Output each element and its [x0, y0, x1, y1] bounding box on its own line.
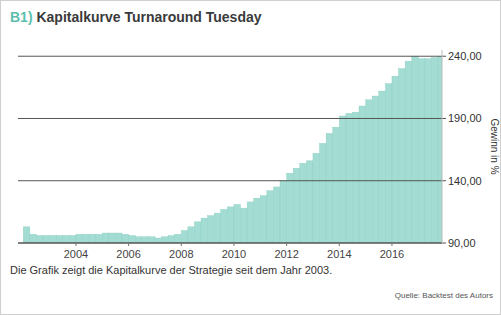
bar	[320, 143, 327, 243]
bar	[412, 56, 419, 243]
y-axis-title: Gewinn in %	[489, 118, 500, 174]
bar	[115, 233, 122, 243]
x-axis	[18, 243, 442, 244]
x-tick-label: 2010	[222, 248, 246, 260]
bar	[30, 234, 37, 243]
bar	[379, 91, 386, 243]
bar	[142, 237, 149, 243]
x-tick	[128, 243, 129, 246]
bar	[399, 69, 406, 243]
bar	[148, 237, 155, 243]
bar	[300, 163, 307, 243]
bar	[155, 238, 162, 243]
bar	[50, 236, 57, 243]
bar	[43, 236, 50, 243]
bar	[109, 233, 116, 243]
title-part: B1)	[10, 9, 36, 25]
frame	[1, 1, 501, 315]
title-part: Kapitalkurve Turnaround Tuesday	[36, 9, 261, 25]
bar	[293, 168, 300, 243]
bar	[273, 187, 280, 243]
bar	[69, 236, 76, 243]
y-tick-label: 140,00	[448, 175, 482, 187]
bar	[162, 237, 169, 243]
bar	[188, 227, 195, 243]
y-axis	[442, 50, 443, 243]
bar	[135, 237, 142, 243]
x-tick	[339, 243, 340, 246]
bar	[346, 114, 353, 243]
bar	[418, 59, 425, 243]
bar	[102, 233, 109, 243]
x-tick	[233, 243, 234, 246]
source: Quelle: Backtest des Autors	[395, 291, 493, 300]
bar	[313, 153, 320, 243]
bar	[247, 202, 254, 243]
bar	[227, 207, 234, 243]
bar	[359, 106, 366, 243]
bar	[366, 100, 373, 243]
x-tick-label: 2008	[169, 248, 193, 260]
bar	[392, 76, 399, 243]
bar	[56, 236, 63, 243]
bar	[267, 191, 274, 243]
bar	[201, 218, 208, 243]
grid-line	[18, 118, 446, 119]
bar	[234, 204, 241, 243]
bar	[405, 61, 412, 243]
bar	[287, 173, 294, 243]
title: B1) Kapitalkurve Turnaround Tuesday	[10, 9, 262, 25]
bar	[438, 56, 442, 243]
x-tick-label: 2004	[64, 248, 88, 260]
grid-line	[18, 180, 446, 181]
bar	[36, 236, 43, 243]
bar	[175, 234, 182, 243]
x-tick	[75, 243, 76, 246]
bars	[23, 56, 442, 243]
x-tick	[286, 243, 287, 246]
y-tick-label: 90,00	[448, 237, 476, 249]
bar	[168, 236, 175, 243]
bar	[306, 161, 313, 243]
bar	[326, 133, 333, 243]
bar	[194, 222, 201, 243]
bar	[352, 112, 359, 243]
bar	[76, 234, 83, 243]
x-tick	[391, 243, 392, 246]
bar	[181, 231, 188, 243]
bar	[280, 181, 287, 243]
bar	[431, 57, 438, 243]
x-tick	[181, 243, 182, 246]
bar	[96, 234, 103, 243]
bar	[63, 236, 70, 243]
x-tick-label: 2014	[327, 248, 351, 260]
bar	[254, 198, 261, 243]
grid-line	[18, 56, 446, 57]
bar	[260, 196, 267, 243]
caption: Die Grafik zeigt die Kapitalkurve der St…	[10, 264, 332, 276]
bar	[221, 209, 228, 243]
bar	[129, 236, 136, 243]
bar	[122, 234, 129, 243]
bar	[208, 216, 215, 243]
bar	[333, 127, 340, 243]
bar	[83, 234, 90, 243]
bar	[241, 208, 248, 243]
bar	[385, 84, 392, 243]
x-tick-label: 2006	[116, 248, 140, 260]
bar	[89, 234, 96, 243]
bar	[214, 213, 221, 243]
bar	[23, 227, 30, 243]
bar	[425, 59, 432, 243]
y-tick-label: 190,00	[448, 112, 482, 124]
bar	[339, 116, 346, 243]
grid-line	[18, 243, 446, 244]
chart: B1) Kapitalkurve Turnaround Tuesday 90,00…	[0, 0, 501, 315]
x-tick-label: 2016	[380, 248, 404, 260]
y-tick-label: 240,00	[448, 50, 482, 62]
x-tick-label: 2012	[274, 248, 298, 260]
